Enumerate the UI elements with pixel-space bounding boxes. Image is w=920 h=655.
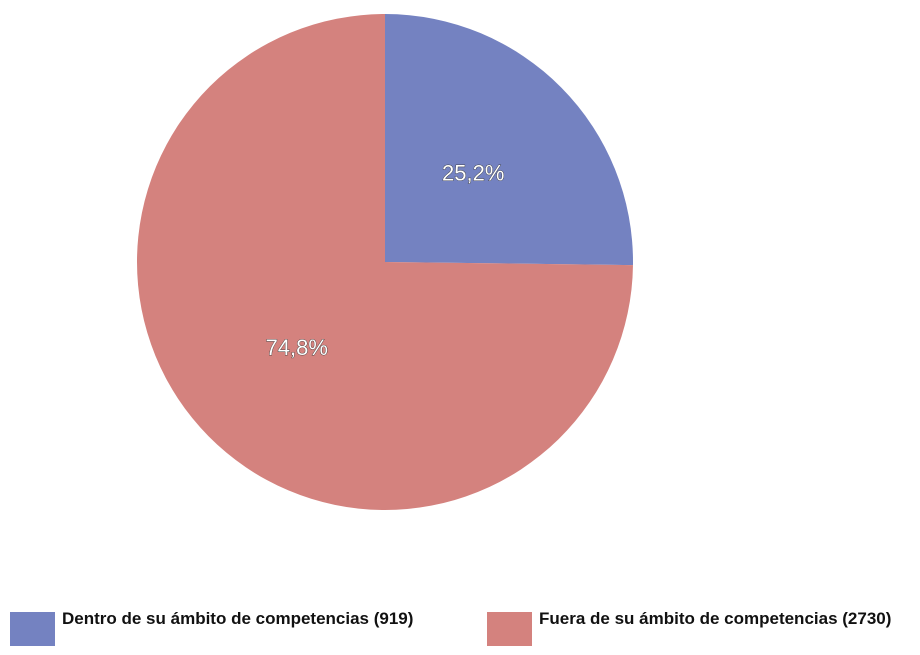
- legend-item: Dentro de su ámbito de competencias (919…: [10, 608, 437, 646]
- chart: 25,2% 74,8%: [136, 14, 633, 510]
- legend-swatch: [487, 612, 532, 646]
- slice-label: 25,2%: [442, 161, 504, 186]
- pie-slice: [385, 14, 633, 266]
- pie-slice: [136, 14, 633, 510]
- legend-label: Fuera de su ámbito de competencias (2730…: [539, 609, 892, 628]
- legend-label: Dentro de su ámbito de competencias (919…: [62, 609, 414, 628]
- legend-item: Fuera de su ámbito de competencias (2730…: [487, 608, 914, 646]
- slice-label: 74,8%: [266, 335, 328, 360]
- legend-swatch: [10, 612, 55, 646]
